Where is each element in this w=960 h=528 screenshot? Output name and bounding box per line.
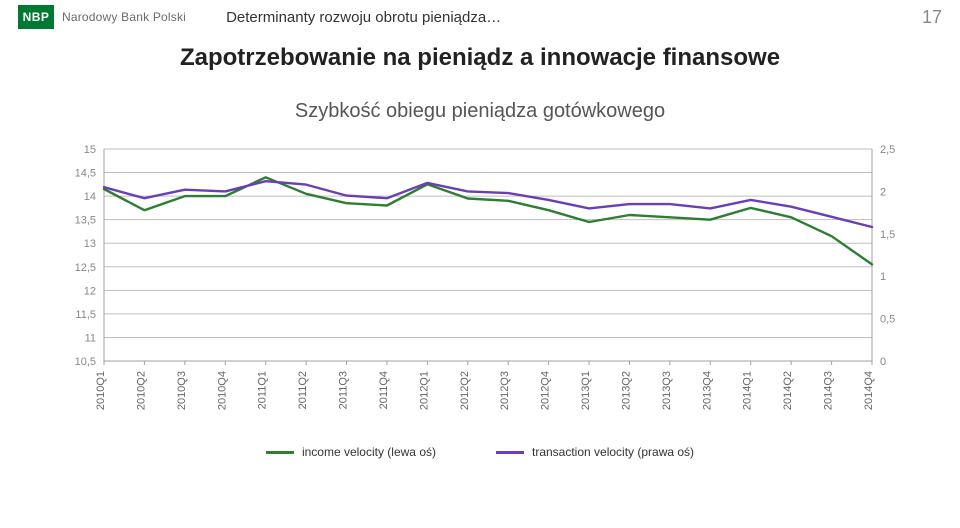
- svg-text:2013Q1: 2013Q1: [580, 371, 592, 410]
- breadcrumb: Determinanty rozwoju obrotu pieniądza…: [226, 9, 501, 26]
- svg-text:2011Q1: 2011Q1: [257, 371, 269, 409]
- svg-text:14,5: 14,5: [75, 168, 96, 180]
- svg-text:2012Q3: 2012Q3: [499, 371, 511, 410]
- legend-label-income: income velocity (lewa oś): [302, 445, 436, 459]
- legend-swatch-income: [266, 451, 294, 454]
- svg-text:2,5: 2,5: [880, 144, 895, 156]
- svg-text:13,5: 13,5: [75, 215, 96, 227]
- svg-text:2014Q4: 2014Q4: [863, 371, 875, 410]
- legend-item-transaction: transaction velocity (prawa oś): [496, 445, 694, 459]
- svg-text:14: 14: [84, 191, 96, 203]
- svg-text:2012Q1: 2012Q1: [418, 371, 430, 410]
- svg-text:2011Q2: 2011Q2: [297, 371, 309, 409]
- svg-text:2011Q4: 2011Q4: [378, 371, 390, 409]
- svg-text:2013Q3: 2013Q3: [661, 371, 673, 410]
- svg-text:2014Q2: 2014Q2: [782, 371, 794, 410]
- svg-text:0: 0: [880, 356, 886, 368]
- page-title: Zapotrzebowanie na pieniądz a innowacje …: [0, 44, 960, 72]
- page-number: 17: [922, 7, 942, 28]
- svg-text:11,5: 11,5: [75, 309, 96, 321]
- svg-text:2010Q1: 2010Q1: [95, 371, 107, 410]
- legend-item-income: income velocity (lewa oś): [266, 445, 436, 459]
- svg-text:2013Q2: 2013Q2: [620, 371, 632, 410]
- svg-text:2011Q3: 2011Q3: [338, 371, 350, 409]
- header: NBP Narodowy Bank Polski Determinanty ro…: [0, 0, 960, 34]
- svg-text:2012Q2: 2012Q2: [459, 371, 471, 410]
- chart-svg: 1514,51413,51312,51211,51110,52,521,510,…: [50, 141, 910, 441]
- svg-text:1: 1: [880, 271, 886, 283]
- chart-subtitle: Szybkość obiegu pieniądza gotówkowego: [0, 100, 960, 123]
- svg-text:2010Q3: 2010Q3: [176, 371, 188, 410]
- svg-text:12,5: 12,5: [75, 262, 96, 274]
- svg-text:12: 12: [84, 285, 96, 297]
- svg-text:15: 15: [84, 144, 96, 156]
- logo-abbr: NBP: [23, 10, 50, 24]
- legend-swatch-transaction: [496, 451, 524, 454]
- svg-text:10,5: 10,5: [75, 356, 96, 368]
- slide-root: NBP Narodowy Bank Polski Determinanty ro…: [0, 0, 960, 528]
- svg-text:2013Q4: 2013Q4: [701, 371, 713, 410]
- svg-text:13: 13: [84, 238, 96, 250]
- svg-text:2012Q4: 2012Q4: [540, 371, 552, 410]
- svg-text:0,5: 0,5: [880, 314, 895, 326]
- svg-text:11: 11: [85, 332, 96, 344]
- svg-text:2010Q4: 2010Q4: [216, 371, 228, 410]
- svg-text:2014Q3: 2014Q3: [823, 371, 835, 410]
- legend-label-transaction: transaction velocity (prawa oś): [532, 445, 694, 459]
- logo: NBP Narodowy Bank Polski: [18, 5, 186, 29]
- velocity-chart: 1514,51413,51312,51211,51110,52,521,510,…: [50, 141, 910, 441]
- logo-text: Narodowy Bank Polski: [62, 10, 186, 24]
- svg-text:2010Q2: 2010Q2: [135, 371, 147, 410]
- svg-text:1,5: 1,5: [880, 229, 895, 241]
- svg-text:2014Q1: 2014Q1: [742, 371, 754, 410]
- chart-legend: income velocity (lewa oś) transaction ve…: [0, 445, 960, 459]
- logo-box: NBP: [18, 5, 54, 29]
- svg-text:2: 2: [880, 186, 886, 198]
